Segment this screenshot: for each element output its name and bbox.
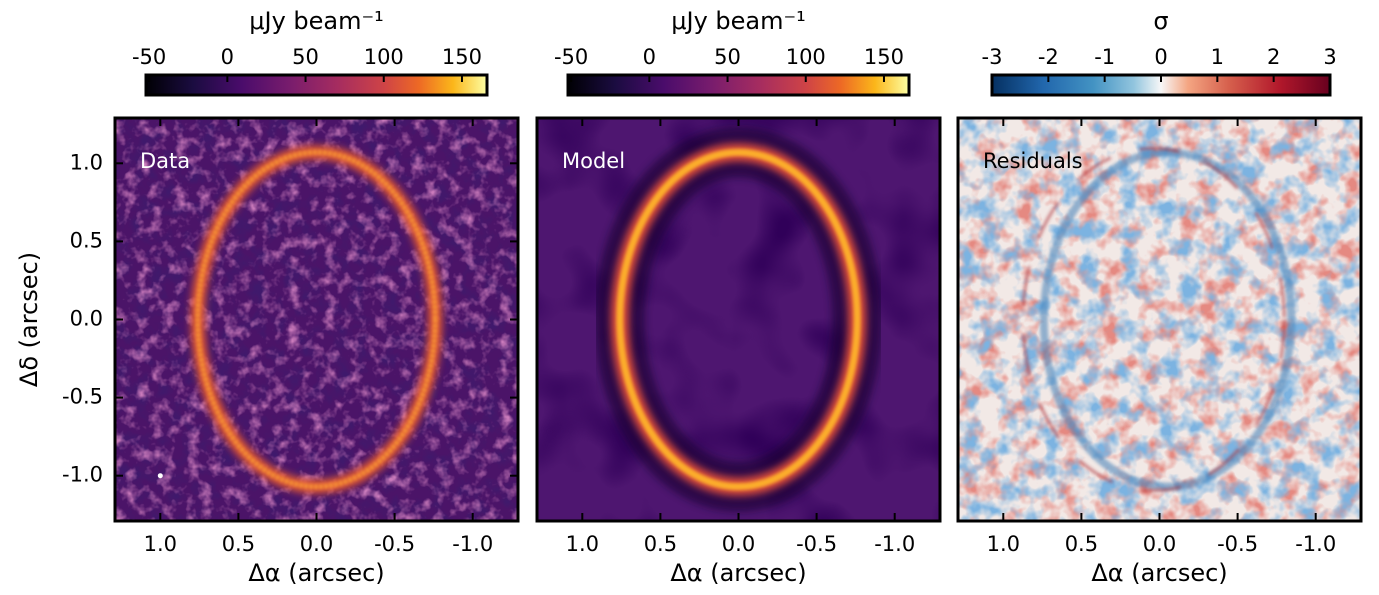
y-axis-label: Δδ (arcsec) <box>15 252 43 387</box>
noise-blue <box>958 118 1361 521</box>
colorbar-tick-label: -50 <box>132 45 166 69</box>
x-tick-label: 1.0 <box>987 532 1020 556</box>
colorbar-tick-label: 1 <box>1211 45 1224 69</box>
colorbar-tick-label: 0 <box>1154 45 1167 69</box>
colorbar <box>566 73 911 97</box>
colorbar-tick-label: 100 <box>786 45 826 69</box>
beam <box>157 473 163 479</box>
colorbar-label: σ <box>1153 7 1168 35</box>
x-tick-label: 0.5 <box>644 532 677 556</box>
colorbar-tick-label: 100 <box>364 45 404 69</box>
x-tick-label: 0.5 <box>222 532 255 556</box>
colorbar-tick-label: 150 <box>864 45 904 69</box>
y-tick-label: 0.0 <box>70 307 103 331</box>
colorbar-tick-label: -3 <box>982 45 1003 69</box>
ring <box>195 149 438 490</box>
x-axis-label: Δα (arcsec) <box>248 559 384 587</box>
image <box>115 118 518 521</box>
x-tick-label: 0.5 <box>1065 532 1098 556</box>
colorbar <box>144 73 489 97</box>
colorbar-tick-label: -2 <box>1038 45 1059 69</box>
x-tick-label: 0.0 <box>722 532 755 556</box>
x-tick-label: 1.0 <box>566 532 599 556</box>
y-tick-label: 1.0 <box>70 150 103 174</box>
colorbar-tick-label: 2 <box>1267 45 1280 69</box>
panel-label: Data <box>140 149 190 173</box>
colorbar-tick-label: 50 <box>292 45 319 69</box>
colorbar-tick-label: 0 <box>643 45 656 69</box>
ring-red <box>1021 146 1286 493</box>
colorbar-tick-label: -1 <box>1094 45 1115 69</box>
image <box>958 118 1361 521</box>
colorbar-tick-label: 0 <box>221 45 234 69</box>
x-tick-label: -0.5 <box>374 532 415 556</box>
colorbar-tick-label: 150 <box>442 45 482 69</box>
colorbar-label: μJy beam⁻¹ <box>671 7 806 35</box>
colorbar-tick-label: -50 <box>554 45 588 69</box>
x-axis-label: Δα (arcsec) <box>1091 559 1227 587</box>
ring <box>616 148 861 491</box>
x-tick-label: -1.0 <box>1295 532 1336 556</box>
x-tick-label: -0.5 <box>1217 532 1258 556</box>
colorbar-tick-label: 3 <box>1323 45 1336 69</box>
panel-label: Residuals <box>983 149 1083 173</box>
panel-label: Model <box>562 149 625 173</box>
x-tick-label: 0.0 <box>300 532 333 556</box>
image <box>537 118 940 521</box>
ring-blue <box>1039 148 1296 491</box>
x-tick-label: 1.0 <box>144 532 177 556</box>
noise <box>115 118 518 521</box>
x-tick-label: -1.0 <box>874 532 915 556</box>
x-tick-label: 0.0 <box>1143 532 1176 556</box>
y-tick-label: -0.5 <box>62 385 103 409</box>
y-tick-label: 0.5 <box>70 228 103 252</box>
x-axis-label: Δα (arcsec) <box>670 559 806 587</box>
colorbar-tick-label: 50 <box>714 45 741 69</box>
x-tick-label: -1.0 <box>452 532 493 556</box>
y-tick-label: -1.0 <box>62 463 103 487</box>
colorbar-label: μJy beam⁻¹ <box>249 7 384 35</box>
x-tick-label: -0.5 <box>796 532 837 556</box>
